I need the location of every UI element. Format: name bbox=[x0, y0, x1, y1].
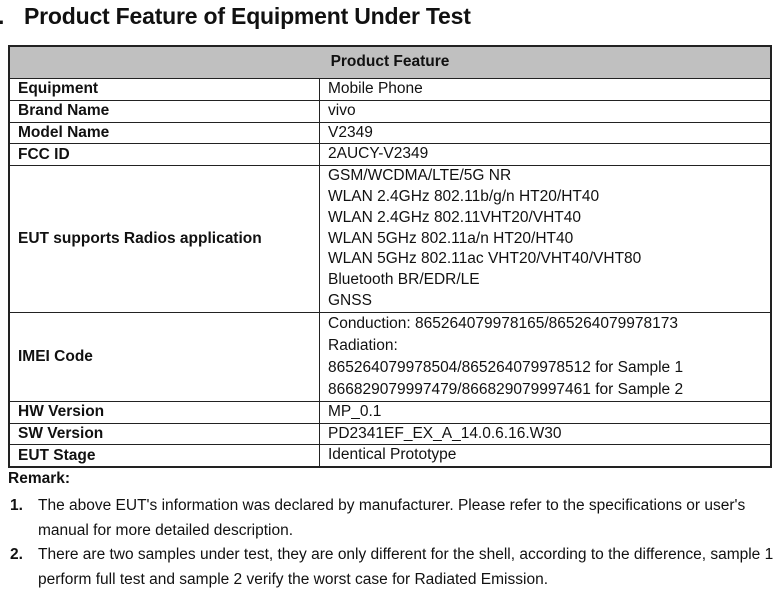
remark-text: There are two samples under test, they a… bbox=[38, 546, 774, 588]
value-line: Conduction: 865264079978165/865264079978… bbox=[328, 314, 678, 332]
row-label: EUT Stage bbox=[8, 444, 320, 468]
table-row: EUT supports Radios application GSM/WCDMA… bbox=[8, 165, 772, 313]
section-title-text: Product Feature of Equipment Under Test bbox=[24, 3, 471, 29]
row-value: vivo bbox=[319, 99, 772, 123]
value-line: Bluetooth BR/EDR/LE bbox=[328, 271, 480, 289]
table-row: Brand Name vivo bbox=[8, 99, 772, 123]
table-row: Equipment Mobile Phone bbox=[8, 78, 772, 101]
row-label: Equipment bbox=[8, 78, 320, 101]
table-row: Model Name V2349 bbox=[8, 121, 772, 145]
product-feature-table: Product Feature Equipment Mobile Phone Bra… bbox=[8, 45, 772, 469]
row-label: Model Name bbox=[8, 121, 320, 145]
row-label: EUT supports Radios application bbox=[8, 165, 320, 313]
row-value: Mobile Phone bbox=[319, 78, 772, 101]
value-line: 865264079978504/865264079978512 for Samp… bbox=[328, 358, 684, 376]
value-line: 866829079997479/866829079997461 for Samp… bbox=[328, 380, 684, 398]
value-line: WLAN 2.4GHz 802.11b/g/n HT20/HT40 bbox=[328, 187, 600, 205]
row-value: V2349 bbox=[319, 121, 772, 145]
section-number: . bbox=[0, 3, 24, 30]
value-line: WLAN 2.4GHz 802.11VHT20/VHT40 bbox=[328, 208, 581, 226]
value-line: Mobile Phone bbox=[328, 80, 423, 97]
row-label: IMEI Code bbox=[8, 311, 320, 402]
remark-text: The above EUT's information was declared… bbox=[38, 497, 746, 539]
section-title: .Product Feature of Equipment Under Test bbox=[0, 3, 471, 30]
value-line: MP_0.1 bbox=[328, 402, 382, 420]
value-line: vivo bbox=[328, 101, 356, 119]
remark-item: 1. The above EUT's information was declar… bbox=[8, 494, 776, 543]
row-label: SW Version bbox=[8, 422, 320, 446]
row-value: Conduction: 865264079978165/865264079978… bbox=[319, 311, 772, 402]
value-line: Radiation: bbox=[328, 336, 398, 354]
remark-item: 2. There are two samples under test, they… bbox=[8, 543, 776, 592]
row-value: Identical Prototype bbox=[319, 444, 772, 468]
table-row: IMEI Code Conduction: 865264079978165/865… bbox=[8, 311, 772, 402]
row-value: MP_0.1 bbox=[319, 400, 772, 424]
table-row: FCC ID 2AUCY-V2349 bbox=[8, 143, 772, 167]
row-label: FCC ID bbox=[8, 143, 320, 167]
table-row: HW Version MP_0.1 bbox=[8, 400, 772, 424]
value-line: V2349 bbox=[328, 123, 373, 141]
value-line: 2AUCY-V2349 bbox=[328, 145, 429, 163]
remark-label: Remark: bbox=[8, 470, 71, 487]
value-line: Identical Prototype bbox=[328, 446, 457, 464]
table-header: Product Feature bbox=[8, 45, 772, 79]
value-line: GSM/WCDMA/LTE/5G NR bbox=[328, 167, 512, 185]
value-line: WLAN 5GHz 802.11a/n HT20/HT40 bbox=[328, 229, 574, 247]
row-label: HW Version bbox=[8, 400, 320, 424]
value-line: WLAN 5GHz 802.11ac VHT20/VHT40/VHT80 bbox=[328, 250, 642, 268]
remark-number: 1. bbox=[10, 497, 23, 514]
remark-list: 1. The above EUT's information was declar… bbox=[8, 494, 776, 592]
row-value: GSM/WCDMA/LTE/5G NR WLAN 2.4GHz 802.11b/g… bbox=[319, 165, 772, 313]
table-row: SW Version PD2341EF_EX_A_14.0.6.16.W30 bbox=[8, 422, 772, 446]
row-label: Brand Name bbox=[8, 99, 320, 123]
value-line: PD2341EF_EX_A_14.0.6.16.W30 bbox=[328, 424, 562, 442]
remark-number: 2. bbox=[10, 546, 23, 563]
row-value: PD2341EF_EX_A_14.0.6.16.W30 bbox=[319, 422, 772, 446]
value-line: GNSS bbox=[328, 291, 372, 309]
table-row: EUT Stage Identical Prototype bbox=[8, 444, 772, 468]
row-value: 2AUCY-V2349 bbox=[319, 143, 772, 167]
